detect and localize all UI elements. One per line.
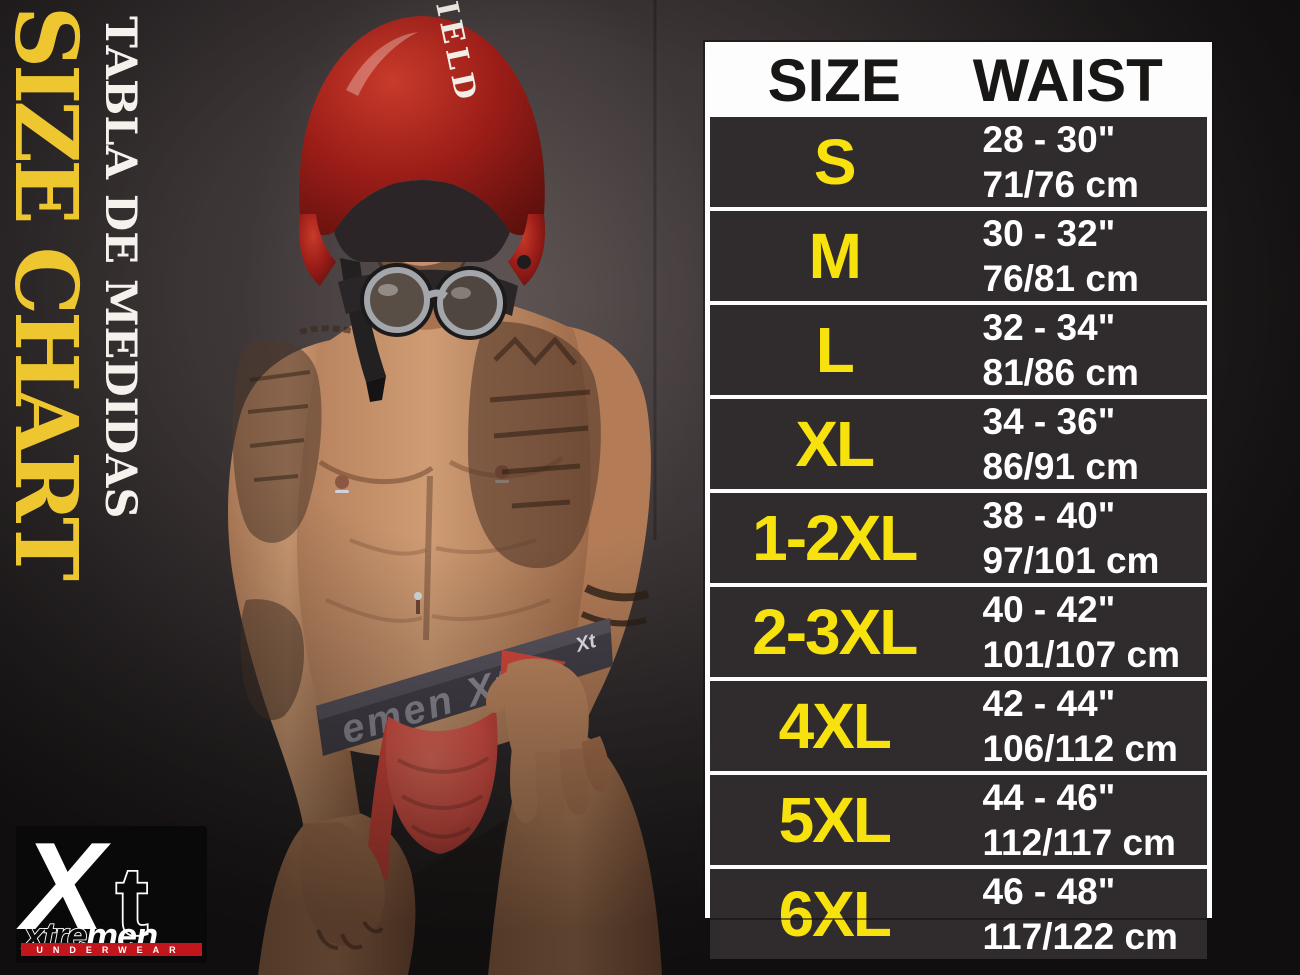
size-value: 4XL: [778, 690, 892, 762]
size-value: M: [808, 220, 862, 292]
table-row-2-3xl: 2-3XL 40 - 42" 101/107 cm: [710, 587, 1207, 677]
xtremen-logo: X t xtremen UNDERWEAR: [16, 826, 207, 963]
poster-title: SIZE CHART: [0, 6, 96, 577]
waist-inches: 44 - 46": [982, 777, 1116, 818]
poster-subtitle: TABLA DE MEDIDAS: [95, 16, 145, 519]
header-waist: WAIST: [972, 46, 1163, 114]
size-table: SIZE WAIST S 28 - 30" 71/76 cm M 30 - 32…: [703, 40, 1214, 959]
size-value: 5XL: [778, 784, 892, 856]
logo-x: X: [16, 826, 111, 956]
size-table-header: SIZE WAIST: [710, 46, 1207, 114]
size-value: 6XL: [778, 878, 892, 950]
table-row-4xl: 4XL 42 - 44" 106/112 cm: [710, 681, 1207, 771]
waist-cm: 71/76 cm: [982, 164, 1139, 205]
logo-red-bar: [21, 943, 202, 956]
waist-inches: 46 - 48": [982, 871, 1116, 912]
waist-cm: 112/117 cm: [982, 822, 1176, 863]
waist-cm: 86/91 cm: [982, 446, 1139, 487]
size-value: 2-3XL: [752, 596, 918, 668]
table-row-6xl: 6XL 46 - 48" 117/122 cm: [710, 869, 1207, 959]
table-row-1-2xl: 1-2XL 38 - 40" 97/101 cm: [710, 493, 1207, 583]
waist-cm: 101/107 cm: [982, 634, 1181, 675]
waist-inches: 38 - 40": [982, 495, 1116, 536]
table-row-s: S 28 - 30" 71/76 cm: [710, 117, 1207, 207]
logo-tagline: UNDERWEAR: [36, 945, 185, 955]
waist-cm: 97/101 cm: [982, 540, 1160, 581]
waist-inches: 42 - 44": [982, 683, 1116, 724]
waist-cm: 76/81 cm: [982, 258, 1139, 299]
waist-inches: 40 - 42": [982, 589, 1116, 630]
table-row-m: M 30 - 32" 76/81 cm: [710, 211, 1207, 301]
waist-inches: 32 - 34": [982, 307, 1116, 348]
waist-cm: 106/112 cm: [982, 728, 1178, 769]
model-photo: IELD emen Xt Xt: [228, 0, 710, 975]
size-value: 1-2XL: [752, 502, 918, 574]
waist-inches: 28 - 30": [982, 119, 1116, 160]
size-value: S: [813, 126, 857, 198]
size-value: L: [815, 314, 855, 386]
table-row-xl: XL 34 - 36" 86/91 cm: [710, 399, 1207, 489]
logo-background: [16, 826, 207, 963]
table-row-l: L 32 - 34" 81/86 cm: [710, 305, 1207, 395]
waist-cm: 117/122 cm: [982, 916, 1178, 957]
waist-cm: 81/86 cm: [982, 352, 1139, 393]
table-row-5xl: 5XL 44 - 46" 112/117 cm: [710, 775, 1207, 865]
waist-inches: 30 - 32": [982, 213, 1116, 254]
logo-t: t: [116, 848, 148, 955]
header-size: SIZE: [767, 46, 901, 114]
waist-inches: 34 - 36": [982, 401, 1116, 442]
size-value: XL: [795, 408, 875, 480]
